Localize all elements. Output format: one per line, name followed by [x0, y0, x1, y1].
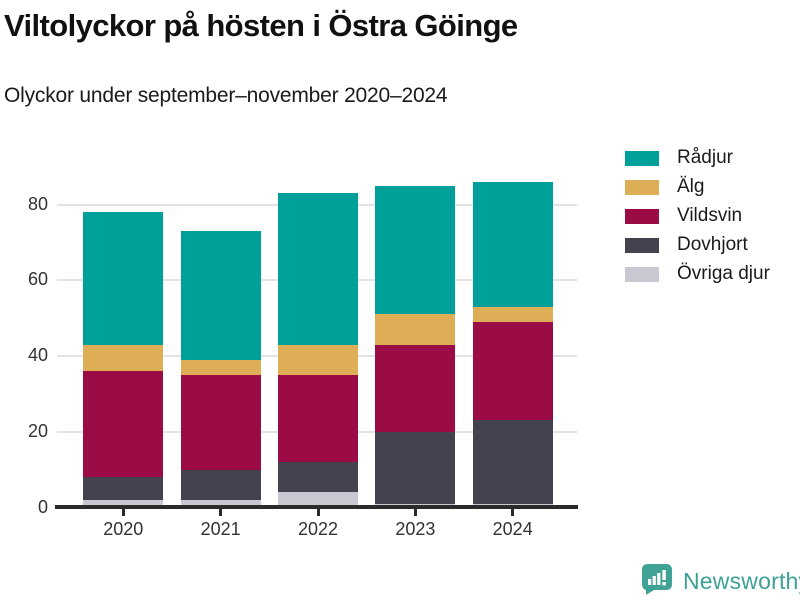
bar-segment-älg-2020	[83, 344, 164, 372]
chart-legend: Rådjur Älg Vildsvin Dovhjort Övriga djur	[625, 147, 770, 295]
legend-swatch	[625, 179, 659, 195]
bar-segment-dovhjort-2022	[278, 462, 358, 493]
x-tick-2023	[413, 508, 417, 516]
bar-segment-dovhjort-2020	[83, 477, 164, 500]
legend-label: Rådjur	[677, 147, 733, 168]
legend-swatch	[625, 150, 659, 166]
legend-label: Dovhjort	[677, 234, 748, 255]
y-tick-label-0: 0	[37, 496, 48, 517]
x-tick-label-2021: 2021	[200, 519, 241, 539]
legend-label: Vildsvin	[677, 205, 743, 226]
legend-label: Älg	[677, 176, 705, 197]
bar-segment-dovhjort-2021	[180, 469, 261, 500]
bar-segment-vildsvin-2023	[375, 344, 456, 432]
y-tick-label-80: 80	[27, 193, 48, 214]
y-tick-label-40: 40	[27, 345, 48, 366]
legend-label: Övriga djur	[677, 263, 770, 284]
bar-segment-rådjur-2022	[278, 193, 358, 345]
newsworthy-logo-icon	[640, 562, 674, 600]
x-tick-label-2024: 2024	[492, 519, 533, 539]
brand-wordmark: Newsworthy	[683, 568, 800, 594]
bar-segment-älg-2021	[180, 359, 261, 375]
legend-swatch	[625, 237, 659, 253]
x-tick-label-2023: 2023	[395, 519, 436, 539]
x-tick-2024	[511, 508, 515, 516]
legend-item-dovhjort: Dovhjort	[625, 234, 770, 255]
bar-segment-älg-2022	[278, 344, 358, 375]
bar-segment-rådjur-2020	[83, 212, 164, 345]
x-tick-2020	[121, 508, 125, 516]
legend-swatch	[625, 208, 659, 224]
bar-segment-vildsvin-2020	[83, 371, 164, 478]
bar-segment-älg-2024	[472, 306, 553, 322]
bar-segment-vildsvin-2021	[180, 374, 261, 470]
bar-segment-vildsvin-2022	[278, 374, 358, 463]
page-title: Viltolyckor på hösten i Östra Göinge	[4, 8, 518, 43]
bar-segment-vildsvin-2024	[472, 321, 553, 421]
y-tick-label-20: 20	[27, 420, 48, 441]
x-tick-label-2022: 2022	[297, 519, 339, 539]
legend-item-älg: Älg	[625, 176, 770, 197]
legend-swatch	[625, 266, 659, 282]
bar-segment-rådjur-2021	[180, 231, 261, 360]
x-tick-label-2020: 2020	[103, 519, 144, 539]
bar-segment-övriga-djur-2022	[278, 492, 358, 508]
brand-footer: Newsworthy	[640, 562, 800, 600]
bar-segment-älg-2023	[375, 314, 456, 345]
legend-item-rådjur: Rådjur	[625, 147, 770, 168]
bar-segment-rådjur-2024	[472, 181, 553, 307]
x-axis-line	[55, 505, 578, 509]
bar-segment-dovhjort-2024	[472, 420, 553, 504]
bar-segment-rådjur-2023	[375, 185, 456, 315]
y-tick-label-60: 60	[27, 269, 48, 290]
legend-item-övriga-djur: Övriga djur	[625, 263, 770, 284]
page-subtitle: Olyckor under september–november 2020–20…	[4, 84, 448, 107]
x-tick-2021	[219, 508, 223, 516]
bar-segment-övriga-djur-2020	[83, 499, 164, 508]
legend-item-vildsvin: Vildsvin	[625, 205, 770, 226]
bar-segment-dovhjort-2023	[375, 431, 456, 504]
bar-segment-övriga-djur-2021	[180, 499, 261, 508]
x-tick-2022	[316, 508, 320, 516]
